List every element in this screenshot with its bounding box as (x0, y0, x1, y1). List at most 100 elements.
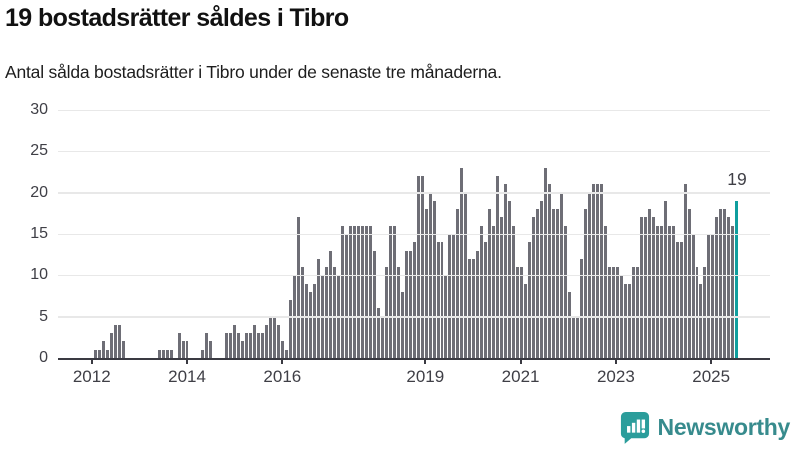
y-tick-label: 30 (30, 101, 48, 118)
bar (396, 267, 400, 358)
bar (157, 349, 161, 358)
bar (452, 234, 456, 358)
newsworthy-chart-bubble-icon (620, 411, 650, 444)
bar (575, 316, 579, 358)
bar (591, 184, 595, 358)
x-tick-label: 2016 (263, 367, 302, 386)
bar (309, 291, 312, 358)
bar (289, 300, 293, 358)
newsworthy-logo-link[interactable]: Newsworthy (620, 411, 790, 444)
bar-series (58, 110, 739, 358)
y-tick-label: 0 (39, 349, 48, 366)
bar (484, 242, 488, 358)
bar (121, 341, 125, 358)
bar (695, 267, 699, 358)
bar (643, 217, 647, 358)
bar (667, 225, 671, 358)
bar (269, 316, 273, 358)
bar (571, 316, 575, 358)
bar (364, 225, 368, 358)
bar (105, 349, 109, 358)
bar (659, 225, 663, 358)
bar (297, 217, 301, 358)
bar (556, 209, 560, 358)
bar (603, 225, 607, 358)
bar (253, 324, 257, 358)
bar (552, 209, 556, 358)
bar (241, 341, 245, 358)
bar (316, 258, 320, 358)
bar (440, 242, 444, 358)
highlighted-bar (735, 200, 739, 358)
bar (683, 184, 687, 358)
bar (109, 333, 113, 358)
x-tick-label: 2012 (72, 367, 111, 386)
bar (540, 200, 544, 358)
bar (607, 267, 611, 358)
bar (480, 225, 484, 358)
bar (524, 283, 528, 358)
bar (639, 217, 643, 358)
bar (412, 242, 416, 358)
bar (512, 225, 516, 358)
bar (675, 242, 679, 358)
bar (356, 225, 360, 358)
x-axis-line (58, 357, 770, 360)
bar (492, 225, 496, 358)
bar (313, 283, 316, 358)
bar (261, 333, 265, 358)
bar (635, 267, 639, 358)
bar (627, 283, 631, 358)
y-axis-labels: 0 5 10 15 20 25 30 (0, 101, 48, 366)
bar (731, 225, 735, 358)
bar (703, 267, 707, 358)
bar (229, 333, 233, 358)
bar (691, 234, 695, 358)
bar (699, 283, 703, 358)
bar (623, 283, 627, 358)
bar (249, 333, 253, 358)
gridline (58, 316, 770, 318)
bar (611, 267, 615, 358)
bar (257, 333, 261, 358)
x-tick (281, 358, 284, 364)
bar (404, 250, 408, 358)
bar (536, 209, 540, 358)
x-tick (90, 358, 93, 364)
y-tick-label: 25 (30, 142, 48, 160)
bar (376, 308, 380, 358)
x-tick-label: 2019 (406, 367, 445, 386)
bar (113, 324, 117, 358)
x-tick-label: 2021 (501, 367, 540, 386)
bar (301, 267, 305, 358)
bar (225, 333, 229, 358)
gridline (58, 109, 770, 111)
x-tick (519, 358, 522, 364)
bar (496, 176, 500, 358)
bar (340, 225, 344, 358)
bar (516, 267, 520, 358)
bar (233, 324, 237, 358)
highlight-value-label: 19 (727, 168, 747, 189)
bar (568, 291, 571, 358)
bar (448, 234, 452, 358)
bar (544, 167, 548, 358)
bar (679, 242, 683, 358)
bar (488, 209, 492, 358)
bar (273, 316, 277, 358)
bar (468, 258, 472, 358)
bar (583, 209, 587, 358)
bar (651, 217, 655, 358)
bar (631, 267, 635, 358)
bar (655, 225, 659, 358)
plot-area: 2012 2014 2016 2019 2021 2023 2025 19 (58, 109, 770, 386)
bar (245, 333, 249, 358)
bar (165, 349, 169, 358)
bar (476, 250, 480, 358)
bar (277, 324, 281, 358)
bar (508, 200, 512, 358)
x-tick (614, 358, 617, 364)
bar (727, 217, 731, 358)
bar (93, 349, 97, 358)
x-tick-label: 2014 (168, 367, 206, 386)
